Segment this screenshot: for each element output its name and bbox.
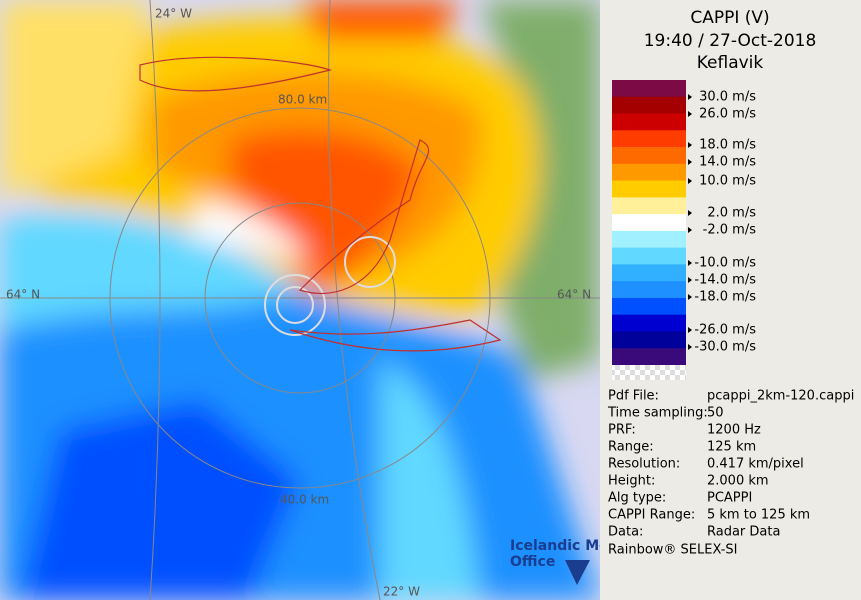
scale-band xyxy=(612,130,686,148)
scale-tick xyxy=(688,111,692,117)
scale-label: 2.0 m/s xyxy=(707,206,756,221)
footer: Rainbow® SELEX-SI xyxy=(608,543,738,558)
scale-label: -26.0 m/s xyxy=(694,323,756,338)
scale-band xyxy=(612,80,686,98)
info-key: CAPPI Range: xyxy=(608,508,695,523)
scale-tick xyxy=(688,294,692,300)
scale-band xyxy=(612,180,686,198)
scale-label: 18.0 m/s xyxy=(699,138,756,153)
scale-label: -30.0 m/s xyxy=(694,340,756,355)
scale-band xyxy=(612,348,686,366)
scale-band xyxy=(612,113,686,131)
scale-tick xyxy=(688,260,692,266)
info-value: 0.417 km/pixel xyxy=(707,457,804,472)
time: 19:40 / 27-Oct-2018 xyxy=(644,31,817,51)
info-value: 1200 Hz xyxy=(707,423,761,438)
info-key: PRF: xyxy=(608,423,636,438)
info-value: 125 km xyxy=(707,440,756,455)
map-label: 64° N xyxy=(557,288,591,302)
map-label: 40.0 km xyxy=(280,493,329,507)
info-value: 2.000 km xyxy=(707,474,769,489)
logo-icon xyxy=(565,560,590,585)
scale-label: -14.0 m/s xyxy=(694,273,756,288)
scale-tick xyxy=(688,159,692,165)
scale-band xyxy=(612,331,686,349)
scale-label: -2.0 m/s xyxy=(703,223,757,238)
info-value: 5 km to 125 km xyxy=(707,508,810,523)
info-key: Data: xyxy=(608,525,643,540)
scale-nodata xyxy=(612,365,686,380)
scale-band xyxy=(612,96,686,115)
info-value: pcappi_2km-120.cappi xyxy=(707,389,854,404)
scale-band xyxy=(612,163,686,182)
radar-map: 24° W 80.0 km 64° N 64° N 40.0 km 22° W … xyxy=(0,0,616,600)
scale-band xyxy=(612,281,686,299)
info-key: Resolution: xyxy=(608,457,680,472)
info-key: Pdf File: xyxy=(608,389,659,404)
scale-band xyxy=(612,214,686,232)
map-label: 80.0 km xyxy=(278,93,327,107)
info-value: Radar Data xyxy=(707,525,780,540)
scale-tick xyxy=(688,327,692,333)
info-key: Time sampling: xyxy=(607,406,708,421)
scale-band xyxy=(612,230,686,249)
scale-tick xyxy=(688,210,692,216)
scale-tick xyxy=(688,178,692,184)
scale-label: 14.0 m/s xyxy=(699,155,756,170)
scale-band xyxy=(612,197,686,215)
scale-label: 26.0 m/s xyxy=(699,107,756,122)
logo-text: Icelandic Met xyxy=(510,538,616,554)
scale-label: -10.0 m/s xyxy=(694,256,756,271)
scale-label: 30.0 m/s xyxy=(699,90,756,105)
info-value: 50 xyxy=(707,406,724,421)
info-key: Range: xyxy=(608,440,654,455)
scale-label: -18.0 m/s xyxy=(694,290,756,305)
scale-tick xyxy=(688,94,692,100)
scale-tick xyxy=(688,344,692,350)
scale-band xyxy=(612,147,686,165)
map-label: 64° N xyxy=(6,288,40,302)
info-table: Pdf File: pcappi_2km-120.cappi Time sampli… xyxy=(607,389,854,540)
scale-band xyxy=(612,264,686,282)
info-key: Alg type: xyxy=(608,491,666,506)
color-scale: 30.0 m/s 26.0 m/s 18.0 m/s 14.0 m/s 10.0 m/s… xyxy=(612,80,756,380)
title: CAPPI (V) xyxy=(690,8,769,28)
logo-text: Office xyxy=(510,554,555,570)
scale-band xyxy=(612,247,686,265)
info-value: PCAPPI xyxy=(707,491,752,506)
scale-band xyxy=(612,314,686,332)
map-label: 22° W xyxy=(383,585,420,599)
scale-tick xyxy=(688,142,692,148)
info-key: Height: xyxy=(608,474,655,489)
scale-label: 10.0 m/s xyxy=(699,174,756,189)
site: Keflavik xyxy=(697,53,764,73)
scale-band xyxy=(612,297,686,316)
scale-tick xyxy=(688,227,692,233)
scale-tick xyxy=(688,277,692,283)
map-label: 24° W xyxy=(155,7,192,21)
